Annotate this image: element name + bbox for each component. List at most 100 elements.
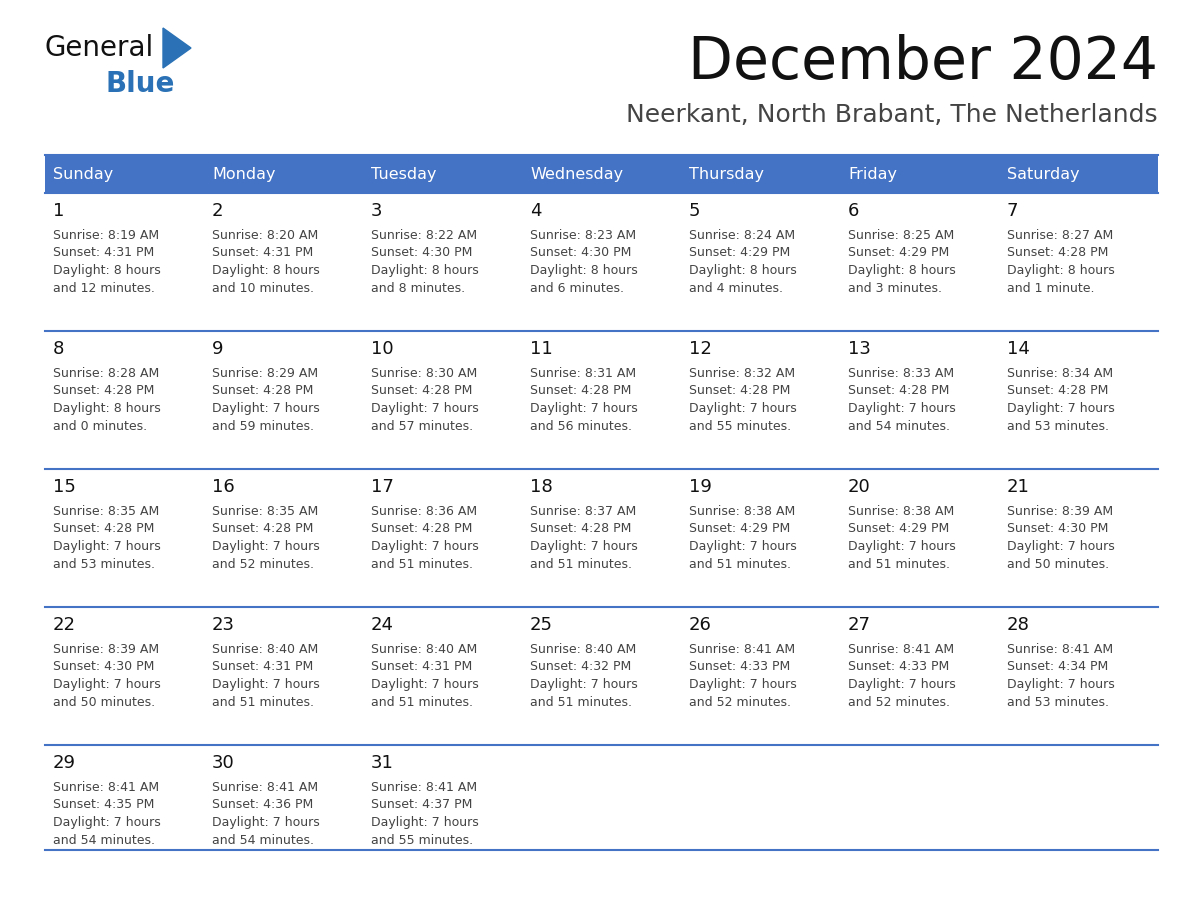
Text: 27: 27 [848,616,871,634]
Text: 10: 10 [371,340,393,358]
Bar [45,193,204,331]
Text: Sunrise: 8:40 AM
Sunset: 4:32 PM
Daylight: 7 hours
and 51 minutes.: Sunrise: 8:40 AM Sunset: 4:32 PM Dayligh… [530,643,638,709]
Text: Sunrise: 8:39 AM
Sunset: 4:30 PM
Daylight: 7 hours
and 50 minutes.: Sunrise: 8:39 AM Sunset: 4:30 PM Dayligh… [53,643,160,709]
Bar [204,469,364,607]
Bar [45,469,204,607]
Text: Sunrise: 8:34 AM
Sunset: 4:28 PM
Daylight: 7 hours
and 53 minutes.: Sunrise: 8:34 AM Sunset: 4:28 PM Dayligh… [1007,367,1114,432]
Bar [681,607,840,745]
Text: 21: 21 [1007,478,1030,496]
Text: 11: 11 [530,340,552,358]
Text: Sunrise: 8:40 AM
Sunset: 4:31 PM
Daylight: 7 hours
and 51 minutes.: Sunrise: 8:40 AM Sunset: 4:31 PM Dayligh… [371,643,479,709]
Text: Sunrise: 8:39 AM
Sunset: 4:30 PM
Daylight: 7 hours
and 50 minutes.: Sunrise: 8:39 AM Sunset: 4:30 PM Dayligh… [1007,505,1114,570]
Text: Sunrise: 8:41 AM
Sunset: 4:35 PM
Daylight: 7 hours
and 54 minutes.: Sunrise: 8:41 AM Sunset: 4:35 PM Dayligh… [53,781,160,846]
Bar [999,607,1158,745]
Text: 12: 12 [689,340,712,358]
Bar [45,745,204,850]
Text: 28: 28 [1007,616,1030,634]
Text: 20: 20 [848,478,871,496]
Bar [681,745,840,850]
Text: Monday: Monday [211,166,276,182]
Bar [999,331,1158,469]
Text: Sunrise: 8:27 AM
Sunset: 4:28 PM
Daylight: 8 hours
and 1 minute.: Sunrise: 8:27 AM Sunset: 4:28 PM Dayligh… [1007,229,1114,295]
Bar [522,607,681,745]
Bar [522,331,681,469]
Bar [522,469,681,607]
Text: Sunrise: 8:30 AM
Sunset: 4:28 PM
Daylight: 7 hours
and 57 minutes.: Sunrise: 8:30 AM Sunset: 4:28 PM Dayligh… [371,367,479,432]
Text: 18: 18 [530,478,552,496]
Text: December 2024: December 2024 [688,33,1158,91]
Text: 29: 29 [53,754,76,772]
Bar [522,193,681,331]
Bar [45,607,204,745]
Text: 16: 16 [211,478,235,496]
Text: 14: 14 [1007,340,1030,358]
Text: 6: 6 [848,202,859,220]
Text: 24: 24 [371,616,394,634]
Text: Wednesday: Wednesday [530,166,624,182]
Text: 2: 2 [211,202,223,220]
Bar [522,745,681,850]
Text: Sunrise: 8:41 AM
Sunset: 4:36 PM
Daylight: 7 hours
and 54 minutes.: Sunrise: 8:41 AM Sunset: 4:36 PM Dayligh… [211,781,320,846]
Text: 26: 26 [689,616,712,634]
Bar [681,331,840,469]
Text: Sunrise: 8:24 AM
Sunset: 4:29 PM
Daylight: 8 hours
and 4 minutes.: Sunrise: 8:24 AM Sunset: 4:29 PM Dayligh… [689,229,797,295]
Bar [204,607,364,745]
Text: Sunrise: 8:36 AM
Sunset: 4:28 PM
Daylight: 7 hours
and 51 minutes.: Sunrise: 8:36 AM Sunset: 4:28 PM Dayligh… [371,505,479,570]
Text: Friday: Friday [848,166,897,182]
Text: 23: 23 [211,616,235,634]
Text: Sunrise: 8:41 AM
Sunset: 4:34 PM
Daylight: 7 hours
and 53 minutes.: Sunrise: 8:41 AM Sunset: 4:34 PM Dayligh… [1007,643,1114,709]
Text: Sunrise: 8:35 AM
Sunset: 4:28 PM
Daylight: 7 hours
and 52 minutes.: Sunrise: 8:35 AM Sunset: 4:28 PM Dayligh… [211,505,320,570]
Text: Sunrise: 8:40 AM
Sunset: 4:31 PM
Daylight: 7 hours
and 51 minutes.: Sunrise: 8:40 AM Sunset: 4:31 PM Dayligh… [211,643,320,709]
Bar [45,331,204,469]
Text: 5: 5 [689,202,701,220]
Text: Blue: Blue [105,70,175,98]
Bar [999,745,1158,850]
Bar [681,193,840,331]
Text: Tuesday: Tuesday [371,166,436,182]
Text: Sunrise: 8:41 AM
Sunset: 4:33 PM
Daylight: 7 hours
and 52 minutes.: Sunrise: 8:41 AM Sunset: 4:33 PM Dayligh… [848,643,956,709]
Text: Saturday: Saturday [1007,166,1080,182]
Text: Sunrise: 8:23 AM
Sunset: 4:30 PM
Daylight: 8 hours
and 6 minutes.: Sunrise: 8:23 AM Sunset: 4:30 PM Dayligh… [530,229,638,295]
Text: Sunrise: 8:38 AM
Sunset: 4:29 PM
Daylight: 7 hours
and 51 minutes.: Sunrise: 8:38 AM Sunset: 4:29 PM Dayligh… [689,505,797,570]
Text: Sunrise: 8:33 AM
Sunset: 4:28 PM
Daylight: 7 hours
and 54 minutes.: Sunrise: 8:33 AM Sunset: 4:28 PM Dayligh… [848,367,956,432]
Text: Sunrise: 8:37 AM
Sunset: 4:28 PM
Daylight: 7 hours
and 51 minutes.: Sunrise: 8:37 AM Sunset: 4:28 PM Dayligh… [530,505,638,570]
Text: 3: 3 [371,202,383,220]
Text: 9: 9 [211,340,223,358]
Text: 30: 30 [211,754,235,772]
Bar [204,193,364,331]
Text: 7: 7 [1007,202,1018,220]
Text: Sunrise: 8:22 AM
Sunset: 4:30 PM
Daylight: 8 hours
and 8 minutes.: Sunrise: 8:22 AM Sunset: 4:30 PM Dayligh… [371,229,479,295]
Text: Neerkant, North Brabant, The Netherlands: Neerkant, North Brabant, The Netherlands [626,103,1158,127]
Bar [840,469,999,607]
Bar [364,745,522,850]
Text: 13: 13 [848,340,871,358]
Text: Sunrise: 8:35 AM
Sunset: 4:28 PM
Daylight: 7 hours
and 53 minutes.: Sunrise: 8:35 AM Sunset: 4:28 PM Dayligh… [53,505,160,570]
Bar [364,469,522,607]
Text: 15: 15 [53,478,76,496]
Text: 31: 31 [371,754,394,772]
Text: Sunday: Sunday [53,166,113,182]
Text: Sunrise: 8:19 AM
Sunset: 4:31 PM
Daylight: 8 hours
and 12 minutes.: Sunrise: 8:19 AM Sunset: 4:31 PM Dayligh… [53,229,160,295]
Bar [45,155,1158,193]
Text: Thursday: Thursday [689,166,764,182]
Text: Sunrise: 8:38 AM
Sunset: 4:29 PM
Daylight: 7 hours
and 51 minutes.: Sunrise: 8:38 AM Sunset: 4:29 PM Dayligh… [848,505,956,570]
Bar [681,469,840,607]
Text: Sunrise: 8:41 AM
Sunset: 4:37 PM
Daylight: 7 hours
and 55 minutes.: Sunrise: 8:41 AM Sunset: 4:37 PM Dayligh… [371,781,479,846]
Text: 1: 1 [53,202,64,220]
Bar [204,745,364,850]
Text: Sunrise: 8:20 AM
Sunset: 4:31 PM
Daylight: 8 hours
and 10 minutes.: Sunrise: 8:20 AM Sunset: 4:31 PM Dayligh… [211,229,320,295]
Text: 25: 25 [530,616,552,634]
Text: 19: 19 [689,478,712,496]
Bar [364,607,522,745]
Text: 8: 8 [53,340,64,358]
Bar [840,193,999,331]
Text: Sunrise: 8:28 AM
Sunset: 4:28 PM
Daylight: 8 hours
and 0 minutes.: Sunrise: 8:28 AM Sunset: 4:28 PM Dayligh… [53,367,160,432]
Bar [364,331,522,469]
Polygon shape [163,28,191,68]
Bar [999,193,1158,331]
Text: Sunrise: 8:32 AM
Sunset: 4:28 PM
Daylight: 7 hours
and 55 minutes.: Sunrise: 8:32 AM Sunset: 4:28 PM Dayligh… [689,367,797,432]
Text: Sunrise: 8:31 AM
Sunset: 4:28 PM
Daylight: 7 hours
and 56 minutes.: Sunrise: 8:31 AM Sunset: 4:28 PM Dayligh… [530,367,638,432]
Text: General: General [45,34,154,62]
Text: 17: 17 [371,478,394,496]
Text: 4: 4 [530,202,542,220]
